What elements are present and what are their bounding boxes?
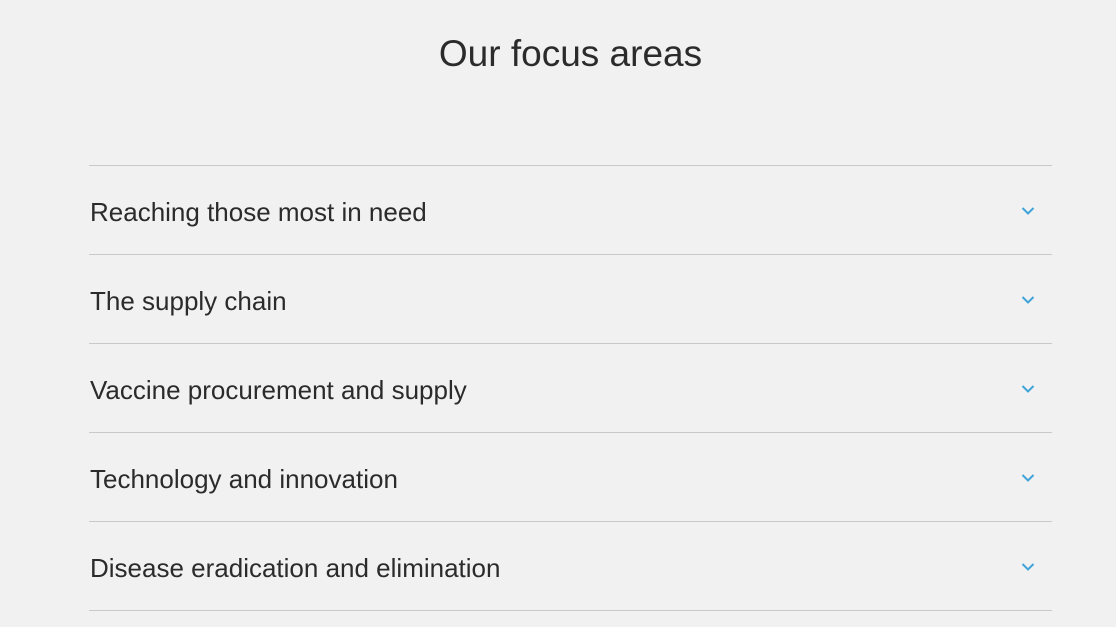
- accordion-item-label: Vaccine procurement and supply: [90, 375, 467, 405]
- section-title: Our focus areas: [438, 33, 703, 74]
- chevron-down-icon[interactable]: [1021, 206, 1035, 216]
- accordion-item-technology-and-innovation[interactable]: Technology and innovation: [89, 433, 1052, 522]
- accordion-item-label: Disease eradication and elimination: [90, 553, 501, 583]
- chevron-down-icon[interactable]: [1021, 384, 1035, 394]
- focus-areas-accordion: Reaching those most in need The supply c…: [89, 165, 1052, 611]
- accordion-item-label: Reaching those most in need: [90, 197, 427, 227]
- accordion-item-the-supply-chain[interactable]: The supply chain: [89, 255, 1052, 344]
- accordion-item-label: Technology and innovation: [90, 464, 398, 494]
- chevron-down-icon[interactable]: [1021, 473, 1035, 483]
- accordion-item-reaching-those-most-in-need[interactable]: Reaching those most in need: [89, 166, 1052, 255]
- chevron-down-icon[interactable]: [1021, 562, 1035, 572]
- accordion-item-vaccine-procurement-and-supply[interactable]: Vaccine procurement and supply: [89, 344, 1052, 433]
- accordion-item-label: The supply chain: [90, 286, 287, 316]
- accordion-item-disease-eradication-and-elimination[interactable]: Disease eradication and elimination: [89, 522, 1052, 611]
- chevron-down-icon[interactable]: [1021, 295, 1035, 305]
